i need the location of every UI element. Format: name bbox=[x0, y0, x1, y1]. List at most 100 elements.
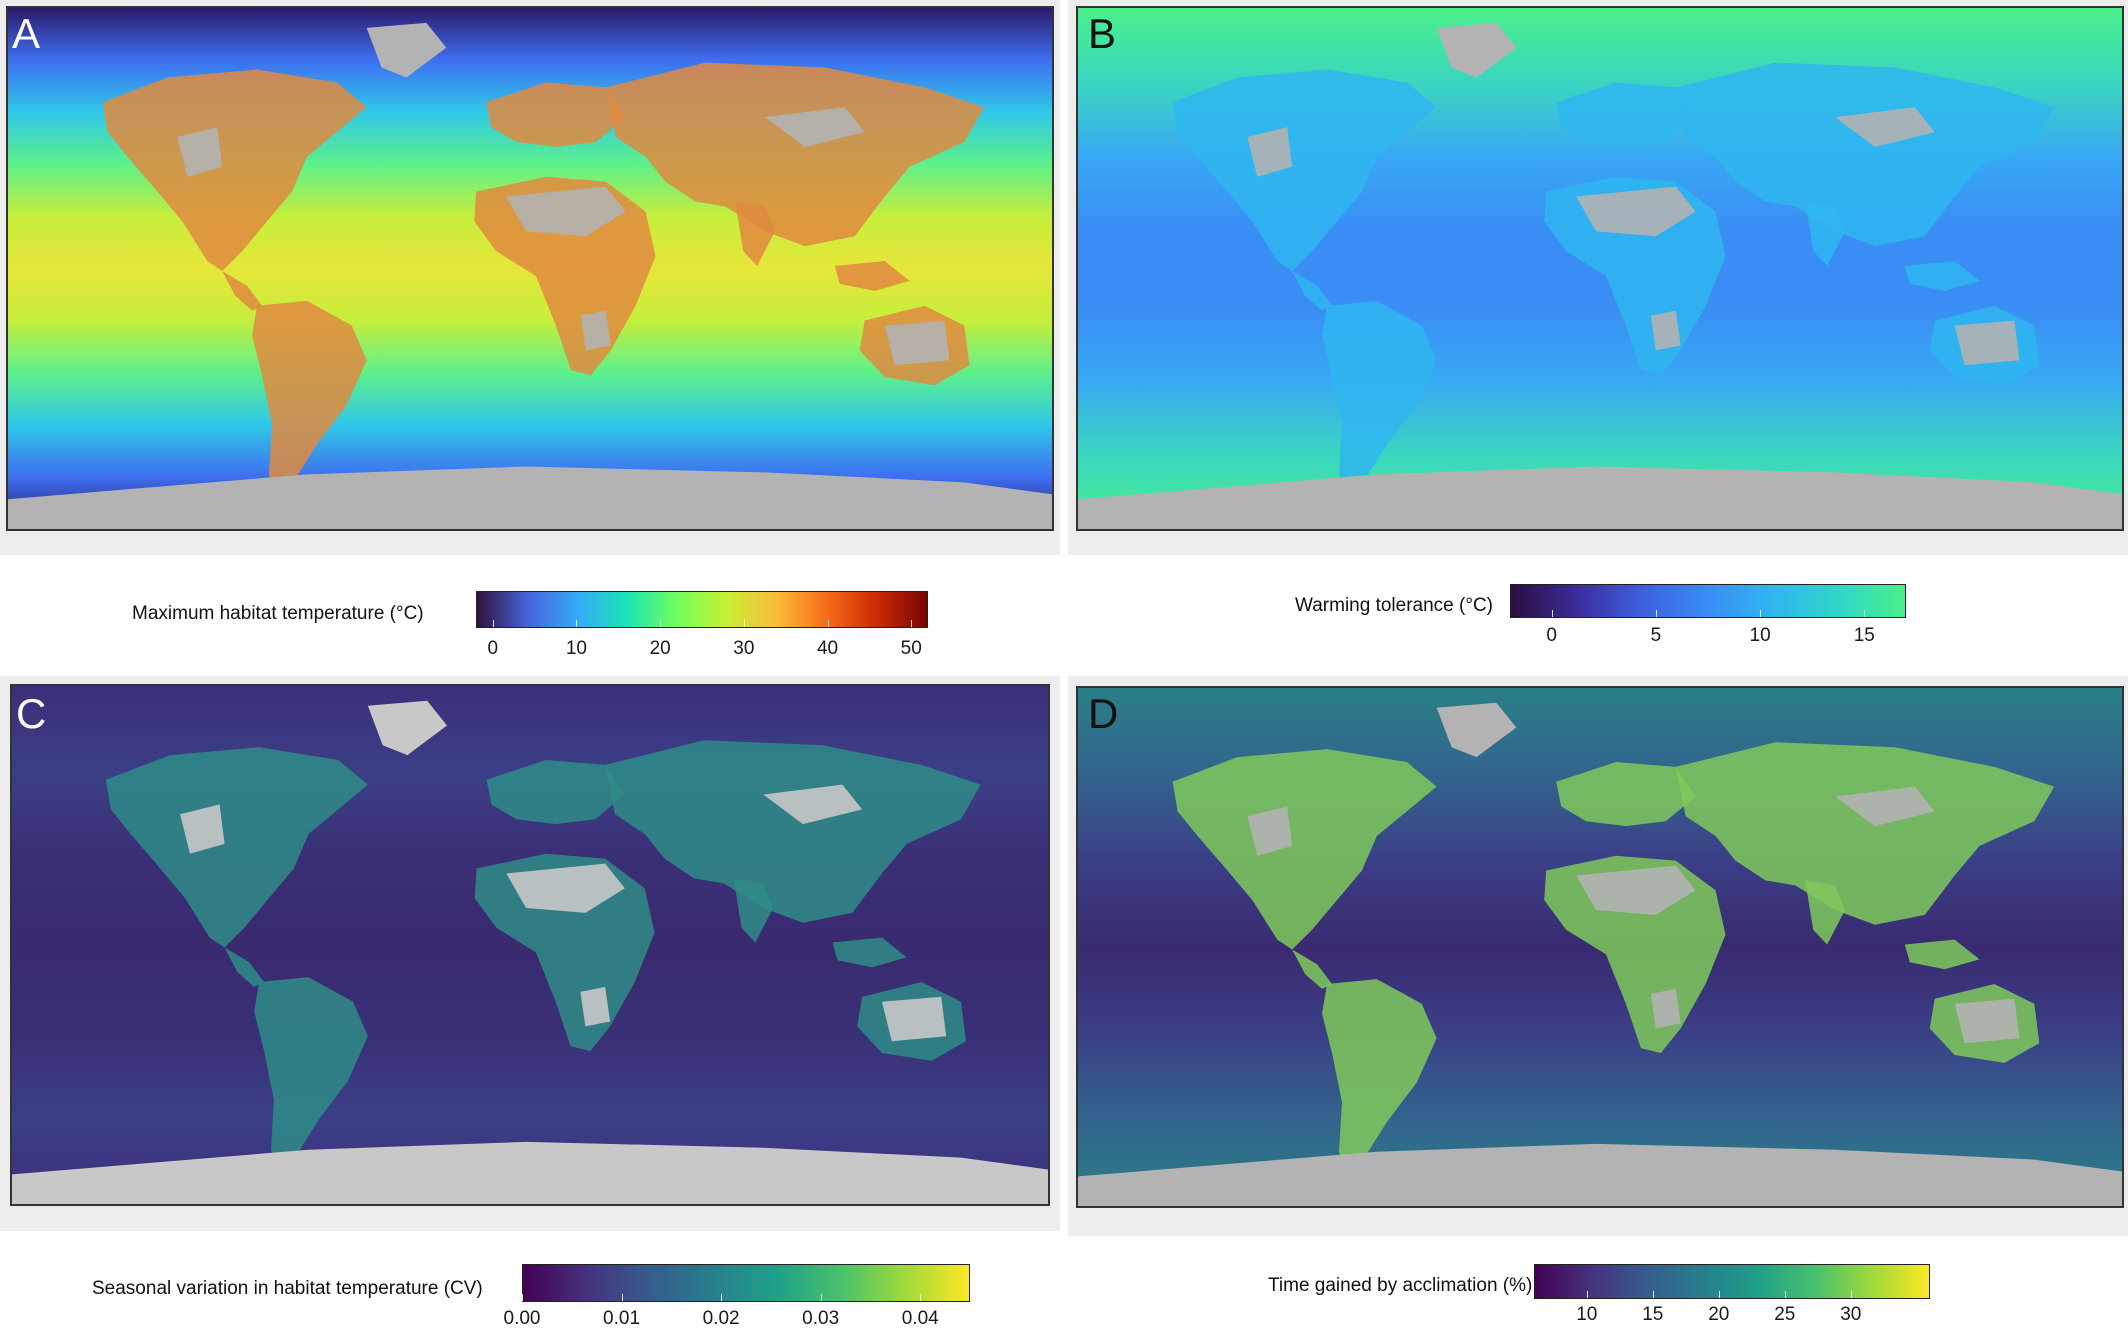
landmass bbox=[735, 201, 776, 267]
landmass bbox=[1544, 855, 1726, 1054]
colorbar-tick-label: 0 bbox=[487, 638, 499, 659]
landmass bbox=[252, 300, 367, 500]
landmass bbox=[1172, 69, 1437, 271]
colorbar-tick-label: 30 bbox=[1840, 1304, 1862, 1325]
no-data-region bbox=[506, 863, 625, 913]
landmass bbox=[102, 69, 367, 271]
legend-title-d: Time gained by acclimation (%) bbox=[1268, 1275, 1533, 1296]
landmass bbox=[1556, 82, 1696, 147]
colorbar-tick-mark bbox=[522, 1294, 523, 1301]
colorbar-tick-mark bbox=[911, 620, 913, 627]
landmass bbox=[1322, 979, 1437, 1177]
no-data-region bbox=[506, 186, 626, 237]
colorbar-d bbox=[1534, 1264, 1930, 1299]
colorbar-tick-mark bbox=[1655, 610, 1657, 617]
colorbar-tick-label: 0.03 bbox=[802, 1308, 840, 1329]
panel-label-d: D bbox=[1088, 690, 1119, 737]
landmass bbox=[1805, 880, 1846, 945]
colorbar-tick-label: 0.01 bbox=[603, 1308, 641, 1329]
map-panel-d bbox=[1076, 686, 2124, 1208]
colorbar-tick-mark bbox=[621, 1294, 623, 1301]
no-data-region bbox=[1576, 186, 1696, 237]
landmass bbox=[224, 947, 265, 987]
colorbar-tick-mark bbox=[576, 620, 578, 627]
colorbar-tick-label: 10 bbox=[565, 638, 588, 659]
colorbar-tick-label: 20 bbox=[1708, 1304, 1730, 1325]
landmass bbox=[1675, 62, 2055, 247]
colorbar-tick-label: 25 bbox=[1774, 1304, 1796, 1325]
map-panel-b bbox=[1076, 6, 2124, 531]
legend-title-a: Maximum habitat temperature (°C) bbox=[132, 603, 424, 624]
no-data-region bbox=[881, 996, 947, 1042]
no-data-region bbox=[1835, 786, 1935, 827]
landmass bbox=[605, 740, 981, 923]
landmass bbox=[1544, 176, 1726, 376]
map-panel-a bbox=[6, 6, 1054, 531]
landmass bbox=[1172, 749, 1437, 950]
landmass bbox=[832, 937, 907, 968]
colorbar-tick-mark bbox=[920, 1294, 922, 1301]
colorbar-tick-label: 30 bbox=[733, 638, 755, 659]
colorbar-tick-label: 10 bbox=[1749, 625, 1771, 646]
no-data-region bbox=[180, 804, 225, 854]
panel-label-b: B bbox=[1088, 10, 1117, 57]
landmass bbox=[474, 853, 655, 1052]
no-data-region bbox=[580, 986, 611, 1027]
colorbar-tick-label: 0.00 bbox=[503, 1308, 541, 1329]
colorbar-tick-label: 0 bbox=[1546, 625, 1557, 646]
colorbar-tick-mark bbox=[820, 1294, 822, 1301]
landmass bbox=[1292, 270, 1333, 311]
colorbar-tick-mark bbox=[1718, 1291, 1720, 1298]
no-data-region bbox=[580, 310, 611, 351]
no-data-region bbox=[1247, 127, 1293, 177]
landmass bbox=[1292, 949, 1333, 989]
landmass bbox=[1904, 261, 1980, 291]
landmass bbox=[486, 760, 625, 825]
legend-title-c: Seasonal variation in habitat temperatur… bbox=[92, 1278, 483, 1299]
legend-title-b: Warming tolerance (°C) bbox=[1295, 595, 1493, 616]
no-data-region bbox=[177, 127, 223, 177]
landmass bbox=[1904, 939, 1980, 970]
landmass bbox=[105, 747, 368, 948]
colorbar-tick-label: 15 bbox=[1642, 1304, 1664, 1325]
colorbar-tick-mark bbox=[743, 620, 745, 627]
landmass bbox=[733, 878, 774, 943]
colorbar-tick-mark bbox=[492, 620, 494, 627]
landmass bbox=[1805, 201, 1846, 267]
no-data-region bbox=[1954, 998, 2020, 1044]
colorbar-tick-mark bbox=[1784, 1291, 1786, 1298]
colorbar-b bbox=[1510, 584, 1906, 618]
colorbar-tick-mark bbox=[721, 1294, 723, 1301]
panel-label-a: A bbox=[12, 10, 41, 57]
colorbar-c bbox=[522, 1264, 970, 1302]
no-data-region bbox=[884, 320, 950, 366]
landmass bbox=[834, 261, 910, 291]
colorbar-a bbox=[476, 591, 928, 628]
landmass bbox=[1322, 300, 1437, 500]
world-map bbox=[1078, 688, 2122, 1206]
colorbar-tick-label: 5 bbox=[1650, 625, 1662, 646]
colorbar-tick-label: 0.02 bbox=[702, 1308, 740, 1329]
antarctica bbox=[1078, 1143, 2122, 1206]
world-map bbox=[8, 8, 1052, 529]
colorbar-tick-mark bbox=[1864, 610, 1866, 617]
antarctica bbox=[8, 466, 1052, 529]
world-map bbox=[1078, 8, 2122, 529]
landmass bbox=[1436, 22, 1517, 78]
no-data-region bbox=[1576, 865, 1696, 915]
landmass bbox=[254, 977, 368, 1175]
panel-label-c: C bbox=[16, 690, 47, 737]
colorbar-tick-mark bbox=[1551, 610, 1553, 617]
colorbar-tick-label: 40 bbox=[816, 638, 839, 659]
landmass bbox=[605, 62, 985, 247]
colorbar-tick-label: 50 bbox=[900, 638, 922, 659]
no-data-region bbox=[763, 784, 863, 825]
antarctica bbox=[12, 1141, 1048, 1204]
landmass bbox=[1436, 702, 1517, 758]
colorbar-tick-mark bbox=[1586, 1291, 1588, 1298]
world-map bbox=[12, 686, 1048, 1204]
colorbar-tick-label: 15 bbox=[1853, 625, 1875, 646]
no-data-region bbox=[1650, 988, 1681, 1029]
colorbar-tick-mark bbox=[1760, 610, 1762, 617]
landmass bbox=[222, 270, 263, 311]
